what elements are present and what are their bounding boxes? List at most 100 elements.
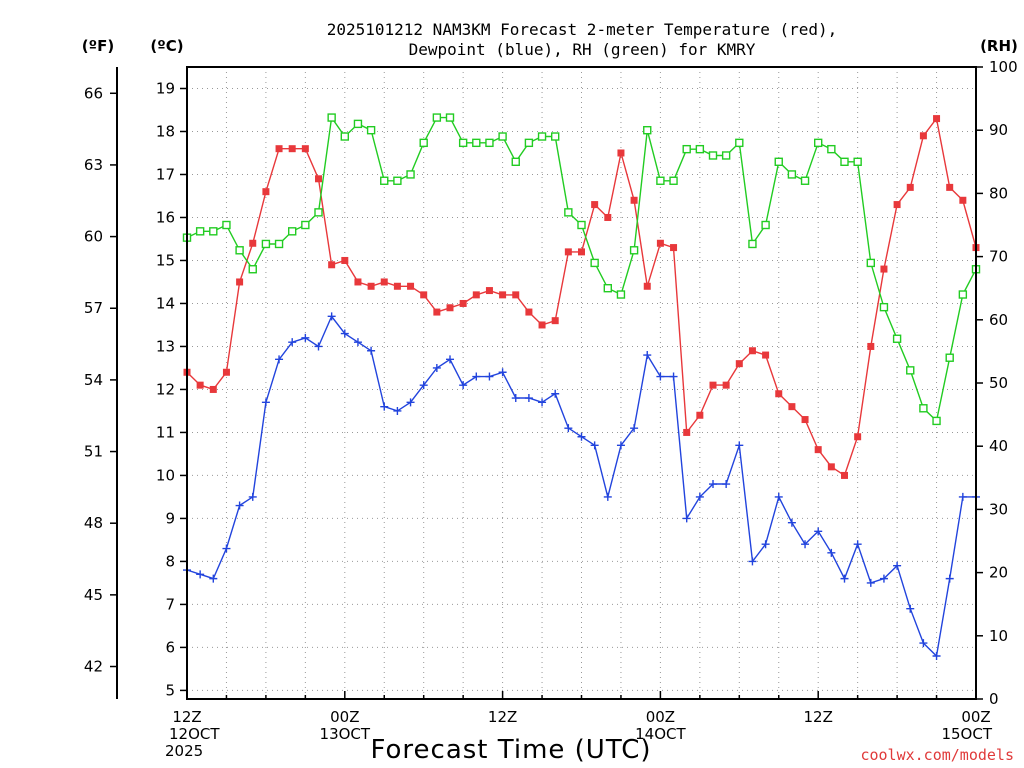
rh-tick-label: 30 — [989, 500, 1008, 518]
temperature-point — [709, 381, 717, 389]
temperature-point — [748, 347, 756, 355]
rh-point — [800, 176, 810, 185]
dewpoint-point — [551, 389, 560, 398]
x-tick-label: 15OCT — [941, 725, 992, 743]
dewpoint-point — [643, 351, 652, 360]
temperature-point — [499, 291, 507, 299]
celsius-tick-label: 7 — [165, 595, 175, 613]
x-tick-label: 00Z — [646, 708, 675, 726]
temperature-point — [841, 471, 848, 479]
temperature-point — [670, 244, 678, 252]
dewpoint-point — [945, 574, 954, 583]
rh-point — [708, 151, 718, 160]
rh-point — [353, 119, 363, 129]
rh-point — [511, 157, 520, 167]
dewpoint-point — [261, 398, 270, 407]
dewpoint-point — [827, 548, 836, 557]
temperature-point — [275, 145, 283, 153]
rh-tick-label: 40 — [989, 437, 1008, 455]
dewpoint-point — [669, 372, 678, 381]
dewpoint-point — [958, 492, 967, 501]
rh-point — [958, 290, 968, 299]
rh-point — [577, 220, 586, 230]
fahrenheit-tick-label: 66 — [84, 84, 103, 102]
rh-point — [393, 176, 402, 185]
temperature-point — [262, 188, 270, 196]
dewpoint-point — [722, 480, 731, 489]
celsius-tick-label: 19 — [156, 79, 175, 97]
temperature-point — [696, 411, 704, 419]
rh-point — [656, 176, 665, 185]
temperature-point — [328, 261, 336, 269]
temperature-point — [893, 201, 901, 209]
celsius-tick-label: 5 — [165, 681, 175, 699]
rh-point — [590, 258, 599, 268]
rh-tick-label: 50 — [989, 374, 1008, 392]
dewpoint-point — [853, 540, 862, 549]
celsius-tick-label: 11 — [156, 423, 175, 441]
rh-tick-label: 60 — [989, 311, 1008, 329]
rh-point — [524, 138, 534, 148]
temperature-point — [801, 416, 809, 424]
celsius-tick-label: 13 — [156, 337, 175, 355]
rh-point — [945, 353, 954, 362]
fahrenheit-tick-label: 57 — [84, 299, 103, 317]
celsius-tick-label: 6 — [165, 638, 175, 656]
rh-point — [340, 132, 349, 141]
fahrenheit-unit-label: (ºF) — [82, 37, 114, 55]
temperature-point — [472, 291, 480, 299]
temperature-point — [604, 213, 612, 221]
temperature-point — [538, 321, 546, 329]
fahrenheit-tick-label: 48 — [84, 514, 103, 532]
dewpoint-point — [538, 398, 547, 407]
rh-point — [735, 138, 744, 148]
rh-point — [406, 170, 415, 179]
dewpoint-point — [340, 329, 349, 338]
fahrenheit-tick-label: 54 — [84, 371, 103, 389]
rh-point — [748, 239, 757, 249]
rh-point — [814, 138, 823, 148]
rh-point — [366, 125, 376, 135]
temperature-point — [407, 282, 415, 290]
dewpoint-point — [748, 557, 757, 566]
x-tick-label: 12Z — [488, 708, 517, 726]
dewpoint-point — [682, 514, 691, 523]
x-tick-label: 13OCT — [320, 725, 371, 743]
temperature-point — [341, 256, 349, 264]
dewpoint-point — [656, 372, 665, 381]
rh-point — [695, 144, 705, 154]
dewpoint-point — [353, 338, 362, 347]
celsius-tick-label: 12 — [156, 380, 175, 398]
chart-title-line2: Dewpoint (blue), RH (green) for KMRY — [409, 40, 756, 59]
rh-point — [774, 157, 783, 167]
rh-point — [380, 176, 389, 185]
rh-point — [827, 144, 836, 154]
dewpoint-point — [432, 363, 441, 372]
dewpoint-point — [906, 604, 915, 613]
dewpoint-point — [222, 544, 231, 553]
temperature-point — [393, 282, 401, 290]
dewpoint-point — [603, 492, 612, 501]
dewpoint-point — [472, 372, 481, 381]
temperature-point — [643, 282, 651, 290]
rh-point — [222, 220, 231, 230]
dewpoint-point — [498, 368, 507, 377]
temperature-point — [827, 463, 835, 471]
rh-point — [314, 208, 323, 217]
rh-point — [445, 113, 455, 122]
fahrenheit-tick-label: 42 — [84, 658, 103, 676]
dewpoint-point — [524, 394, 533, 403]
temperature-point — [630, 196, 638, 204]
rh-point — [564, 208, 573, 217]
temperature-point — [446, 304, 454, 312]
temperature-point — [485, 287, 493, 295]
chart-title-line1: 2025101212 NAM3KM Forecast 2-meter Tempe… — [327, 20, 838, 39]
temperature-point — [933, 115, 941, 123]
dewpoint-point — [196, 570, 205, 579]
rh-point — [919, 404, 928, 413]
rh-point — [853, 157, 862, 167]
temperature-point — [459, 299, 467, 307]
x-tick-label: 2025 — [165, 742, 203, 760]
temperature-point — [814, 446, 822, 454]
temperature-point — [315, 175, 322, 183]
